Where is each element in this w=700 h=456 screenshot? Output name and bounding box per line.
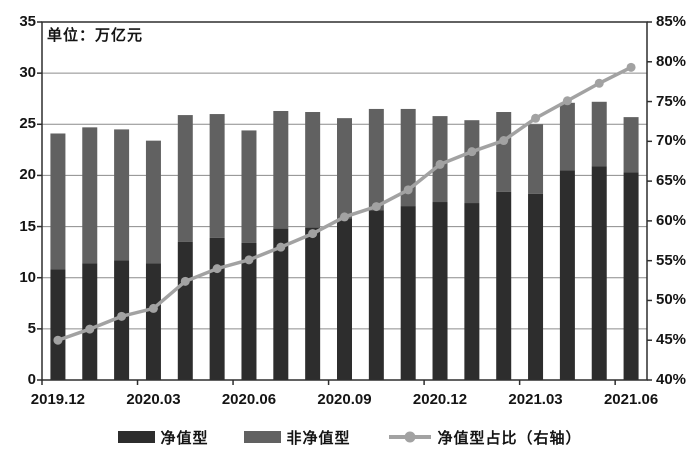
y-left-tick-label: 30 — [19, 64, 36, 82]
y-left-tick-label: 35 — [19, 13, 36, 30]
y-right-tick-label: 45% — [656, 331, 687, 349]
legend-item-non-net-value: 非净值型 — [244, 427, 350, 448]
y-left-tick-label: 25 — [19, 115, 36, 133]
x-tick-label: 2021.03 — [508, 391, 563, 408]
legend-swatch-non-net-value — [244, 431, 282, 443]
y-left-tick-label: 15 — [19, 217, 36, 235]
legend: 净值型 非净值型 净值型占比（右轴） — [0, 424, 700, 450]
y-right-tick-label: 55% — [656, 251, 687, 269]
y-left-tick-label: 5 — [27, 319, 36, 337]
x-tick-label: 2020.03 — [126, 391, 181, 408]
legend-item-net-value: 净值型 — [118, 427, 208, 448]
x-tick-label: 2020.12 — [412, 391, 468, 408]
y-right-tick-label: 85% — [656, 13, 687, 30]
y-left-tick-label: 10 — [19, 268, 36, 286]
legend-item-net-value-ratio: 净值型占比（右轴） — [387, 427, 582, 448]
y-right-tick-label: 75% — [656, 92, 687, 110]
x-tick-label: 2020.09 — [317, 391, 372, 408]
legend-swatch-net-value — [118, 431, 156, 443]
legend-label-non-net-value: 非净值型 — [286, 430, 351, 447]
x-tick-label: 2021.06 — [603, 391, 659, 408]
y-right-tick-label: 60% — [656, 211, 687, 229]
y-left-tick-label: 20 — [19, 166, 36, 184]
y-right-tick-label: 80% — [656, 52, 687, 70]
y-right-tick-label: 65% — [656, 172, 687, 190]
y-right-tick-label: 40% — [656, 371, 687, 388]
legend-label-net-value: 净值型 — [160, 430, 209, 447]
y-left-tick-label: 0 — [27, 371, 36, 388]
y-right-tick-label: 50% — [656, 291, 687, 309]
y-right-tick-label: 70% — [656, 132, 687, 150]
unit-label: 单位：万亿元 — [47, 28, 144, 44]
x-tick-label: 2019.12 — [30, 391, 86, 408]
legend-line-marker-icon — [388, 431, 431, 443]
x-tick-label: 2020.06 — [221, 391, 277, 408]
legend-label-net-value-ratio: 净值型占比（右轴） — [437, 430, 582, 447]
